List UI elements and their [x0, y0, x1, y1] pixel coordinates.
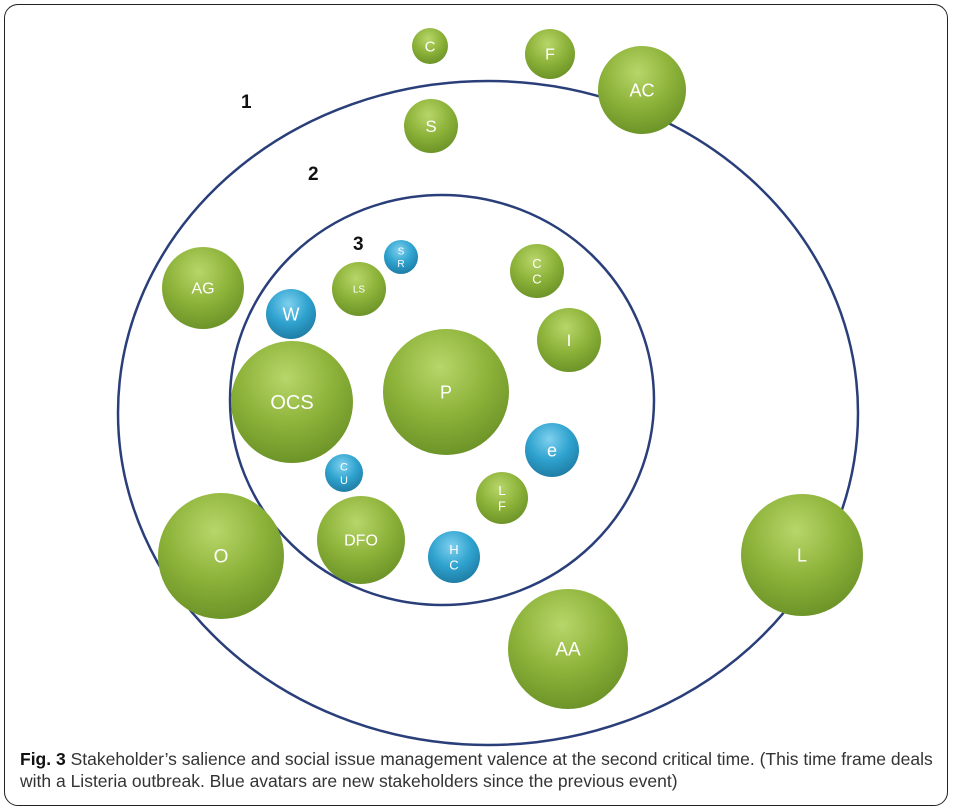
stakeholder-circle [510, 244, 564, 298]
bubble-label: AA [555, 640, 581, 661]
stakeholder-bubble: C [412, 28, 448, 64]
new-stakeholder-circle [384, 240, 418, 274]
figure-frame [4, 4, 948, 806]
stakeholder-bubble: F [525, 29, 575, 79]
stakeholder-bubble: L [741, 494, 863, 616]
stakeholder-circle [231, 341, 353, 463]
bubble-label: F [545, 47, 555, 64]
new-stakeholder-circle [428, 531, 480, 583]
stakeholder-bubble: I [537, 308, 601, 372]
stakeholder-bubble: DFO [317, 496, 405, 584]
stakeholder-bubble: O [158, 493, 284, 619]
stakeholder-circle [537, 308, 601, 372]
stakeholder-bubble: AG [162, 247, 244, 329]
stakeholder-bubble: S [404, 99, 458, 153]
stakeholder-bubble: W [266, 289, 316, 339]
ring-label-2: 2 [308, 164, 319, 185]
bubble-label: LS [353, 285, 366, 296]
stakeholder-circle [317, 496, 405, 584]
bubble-label: AC [629, 80, 654, 100]
stakeholder-circle [476, 472, 528, 524]
stakeholder-bubble: e [525, 423, 579, 477]
bubble-label: L [797, 545, 807, 565]
ring-label-3: 3 [353, 234, 364, 255]
bubble-label: AG [191, 281, 214, 298]
figure-caption: Fig. 3 Stakeholder’s salience and social… [20, 748, 940, 792]
bubble-label: I [567, 331, 572, 350]
stakeholder-circle [404, 99, 458, 153]
stakeholder-circle [158, 493, 284, 619]
stakeholder-bubble: AA [508, 589, 628, 709]
stakeholder-circle [162, 247, 244, 329]
stakeholder-bubble: LS [332, 262, 386, 316]
stakeholder-circle [508, 589, 628, 709]
stakeholder-bubble: P [383, 329, 509, 455]
stakeholder-bubble: OCS [231, 341, 353, 463]
new-stakeholder-circle [266, 289, 316, 339]
ring-label-1: 1 [241, 92, 252, 113]
bubble-layer: C F AC S AG W LS S R C C I OCS Pe C U L F O DFO H C L AA [158, 28, 863, 709]
bubble-label: e [547, 440, 557, 460]
stakeholder-circle [332, 262, 386, 316]
new-stakeholder-circle [525, 423, 579, 477]
ring-1 [116, 79, 860, 747]
caption-text: Stakeholder’s salience and social issue … [20, 749, 933, 791]
bubble-label: P [440, 382, 452, 402]
bubble-label: O [214, 547, 229, 568]
stakeholder-bubble: AC [598, 46, 686, 134]
ring-2 [228, 193, 656, 607]
stakeholder-circle [383, 329, 509, 455]
stakeholder-circle [525, 29, 575, 79]
stakeholder-circle [412, 28, 448, 64]
new-stakeholder-circle [325, 454, 363, 492]
bubble-label: DFO [344, 533, 378, 550]
stakeholder-circle [741, 494, 863, 616]
bubble-label: S [425, 117, 436, 136]
bubble-label: W [283, 304, 300, 324]
bubble-label: C [425, 38, 436, 55]
bubble-label: OCS [270, 392, 313, 414]
stakeholder-salience-diagram: 1 2 3 C F AC S AG W LS S R C C I OCS Pe C U L F O DFO H C L AA [116, 28, 863, 747]
stakeholder-circle [598, 46, 686, 134]
figure-label: Fig. 3 [20, 749, 66, 769]
